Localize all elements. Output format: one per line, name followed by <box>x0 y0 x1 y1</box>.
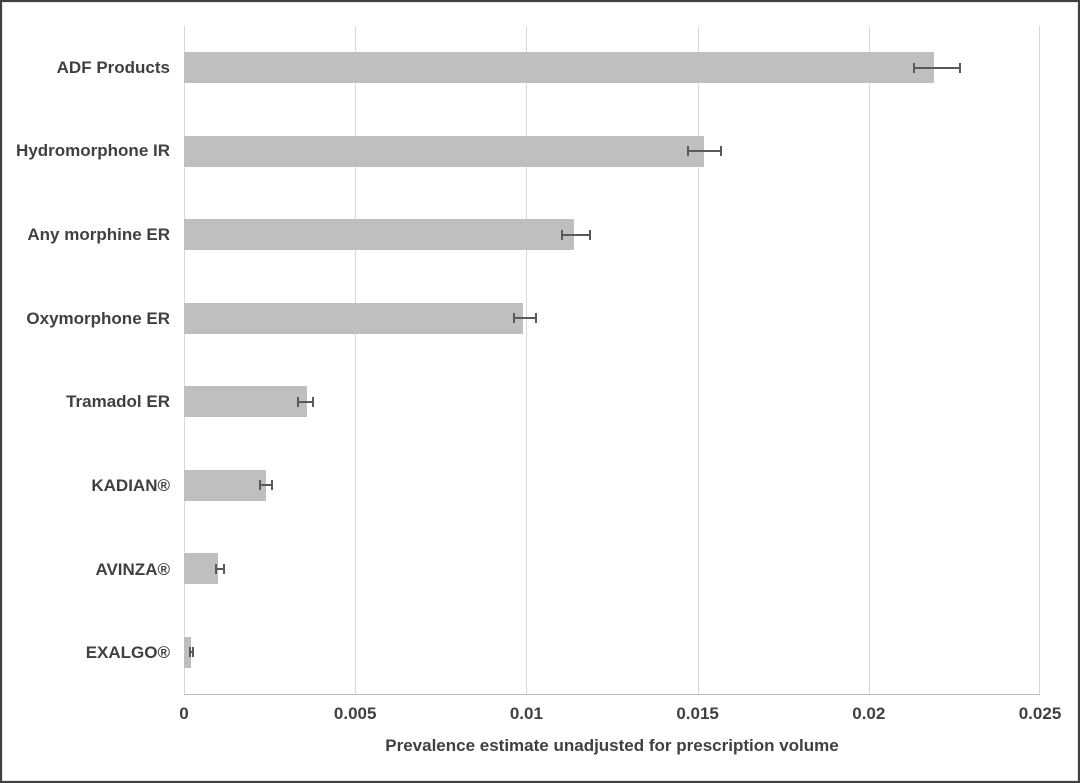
error-bar-line <box>259 484 273 487</box>
error-bar-cap-low <box>687 146 690 157</box>
x-tick-label: 0.015 <box>676 704 719 723</box>
x-tick-label: 0.02 <box>852 704 886 723</box>
category-label: ADF Products <box>56 57 170 77</box>
error-bar-cap-low <box>214 563 217 574</box>
error-bar-line <box>560 233 592 236</box>
category-label: AVINZA® <box>95 559 170 579</box>
error-bar-cap-low <box>560 229 563 240</box>
error-bar-cap-low <box>296 396 299 407</box>
bar <box>184 469 267 501</box>
bar <box>184 219 575 251</box>
bar-row <box>184 110 1040 194</box>
error-bar-cap-high <box>271 480 273 491</box>
bar <box>184 135 705 167</box>
error-bar-cap-high <box>959 62 962 73</box>
gridline <box>526 26 528 694</box>
bar <box>184 636 191 668</box>
category-label: Hydromorphone IR <box>16 141 170 161</box>
gridline <box>184 26 185 694</box>
gridline <box>697 26 699 694</box>
error-bar-line <box>296 400 315 403</box>
bar <box>184 553 219 585</box>
gridline <box>868 26 870 694</box>
bar-row <box>184 611 1040 695</box>
error-bar-cap-low <box>512 313 515 324</box>
error-bar-line <box>913 66 962 69</box>
bar-row <box>184 444 1040 528</box>
bar <box>184 386 308 418</box>
error-bar-cap-high <box>223 563 226 574</box>
bar <box>184 302 523 334</box>
bar-row <box>184 277 1040 361</box>
plot-area <box>184 26 1040 695</box>
x-tick-label: 0.025 <box>1018 704 1062 723</box>
error-bar-cap-high <box>312 396 315 407</box>
category-label: KADIAN® <box>91 475 170 495</box>
y-axis-category-labels: ADF Products Hydromorphone IR Any morphine… <box>2 26 170 695</box>
bar <box>184 52 934 84</box>
error-bar-line <box>512 317 537 320</box>
x-axis-tick-labels: 0 0.005 0.01 0.015 0.02 0.025 <box>179 704 1061 726</box>
error-bar-cap-high <box>719 146 722 157</box>
error-bar-line <box>189 651 195 654</box>
category-label: EXALGO® <box>85 643 170 663</box>
x-axis-title: Prevalence estimate unadjusted for presc… <box>385 736 839 755</box>
bar-rows <box>184 26 1040 694</box>
category-label: Any morphine ER <box>27 225 170 245</box>
error-bar-cap-low <box>259 480 262 491</box>
error-bar-cap-high <box>192 647 195 658</box>
x-tick-label: 0 <box>179 704 189 723</box>
bar-row <box>184 360 1040 444</box>
category-label: Oxymorphone ER <box>26 308 170 328</box>
gridline <box>1039 26 1040 694</box>
x-tick-label: 0.01 <box>509 704 543 723</box>
error-bar-cap-low <box>913 62 916 73</box>
category-label: Tramadol ER <box>66 392 170 412</box>
error-bar-cap-low <box>189 647 192 658</box>
error-bar-line <box>687 150 722 153</box>
x-tick-label: 0.005 <box>333 704 377 723</box>
bar-row <box>184 193 1040 277</box>
error-bar-cap-high <box>589 229 592 240</box>
gridline <box>355 26 357 694</box>
error-bar-line <box>214 567 226 570</box>
error-bar-cap-high <box>534 313 537 324</box>
bar-row <box>184 26 1040 110</box>
bar-row <box>184 527 1040 611</box>
